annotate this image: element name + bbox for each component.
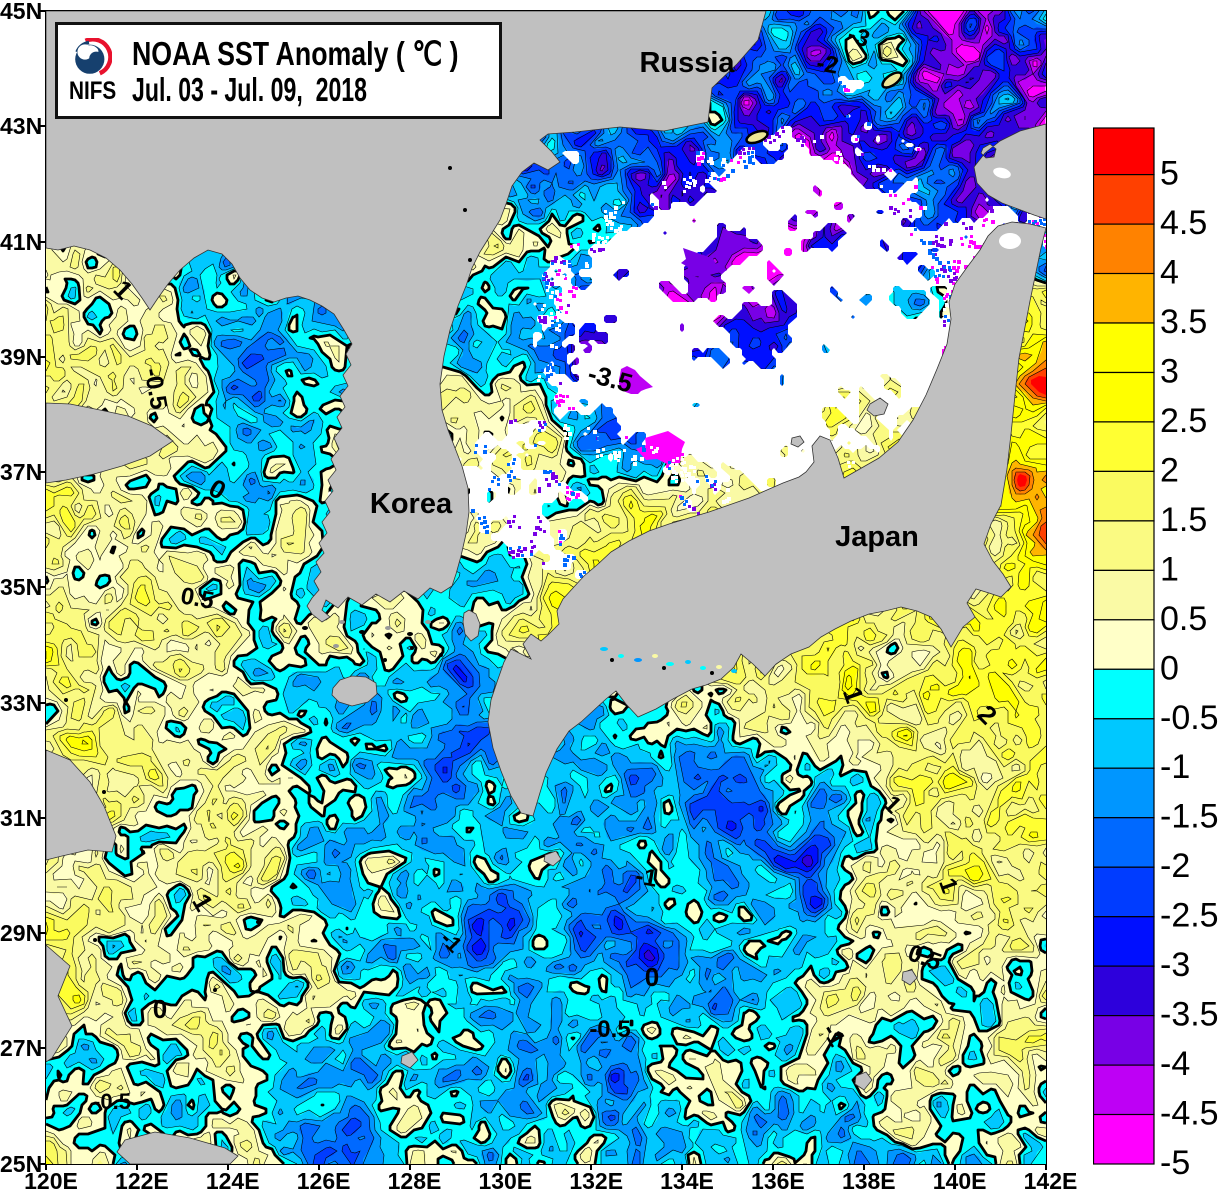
svg-text:3: 3 bbox=[1160, 352, 1179, 390]
svg-text:0: 0 bbox=[153, 994, 167, 1024]
svg-text:-2: -2 bbox=[1160, 847, 1190, 885]
svg-text:-0.5: -0.5 bbox=[1160, 698, 1219, 736]
svg-text:4: 4 bbox=[1160, 253, 1179, 291]
svg-text:-3: -3 bbox=[1160, 946, 1190, 984]
svg-text:2.5: 2.5 bbox=[1160, 401, 1207, 439]
svg-text:5: 5 bbox=[1160, 154, 1179, 192]
svg-text:Russia: Russia bbox=[639, 47, 735, 79]
svg-text:-2: -2 bbox=[814, 49, 840, 79]
svg-text:-4: -4 bbox=[1160, 1045, 1190, 1083]
svg-text:1: 1 bbox=[1160, 550, 1179, 588]
svg-text:1.5: 1.5 bbox=[1160, 500, 1207, 538]
svg-text:-5: -5 bbox=[1160, 1144, 1190, 1182]
svg-text:-3.5: -3.5 bbox=[1160, 995, 1219, 1033]
svg-text:-2.5: -2.5 bbox=[1160, 896, 1219, 934]
svg-text:Japan: Japan bbox=[835, 521, 919, 553]
svg-text:-0.5: -0.5 bbox=[589, 1016, 630, 1043]
svg-text:0.5: 0.5 bbox=[179, 582, 217, 614]
svg-text:0: 0 bbox=[645, 962, 659, 992]
svg-text:-1.5: -1.5 bbox=[1160, 797, 1219, 835]
svg-text:-1: -1 bbox=[1160, 748, 1190, 786]
svg-text:3.5: 3.5 bbox=[1160, 303, 1207, 341]
svg-text:-0.5: -0.5 bbox=[93, 1089, 131, 1114]
svg-text:-4.5: -4.5 bbox=[1160, 1094, 1219, 1132]
svg-text:4.5: 4.5 bbox=[1160, 204, 1207, 242]
svg-text:Korea: Korea bbox=[370, 488, 453, 520]
svg-text:-1: -1 bbox=[633, 862, 659, 892]
svg-text:2: 2 bbox=[1160, 451, 1179, 489]
svg-text:0.5: 0.5 bbox=[1160, 599, 1207, 637]
svg-text:0: 0 bbox=[1160, 649, 1179, 687]
